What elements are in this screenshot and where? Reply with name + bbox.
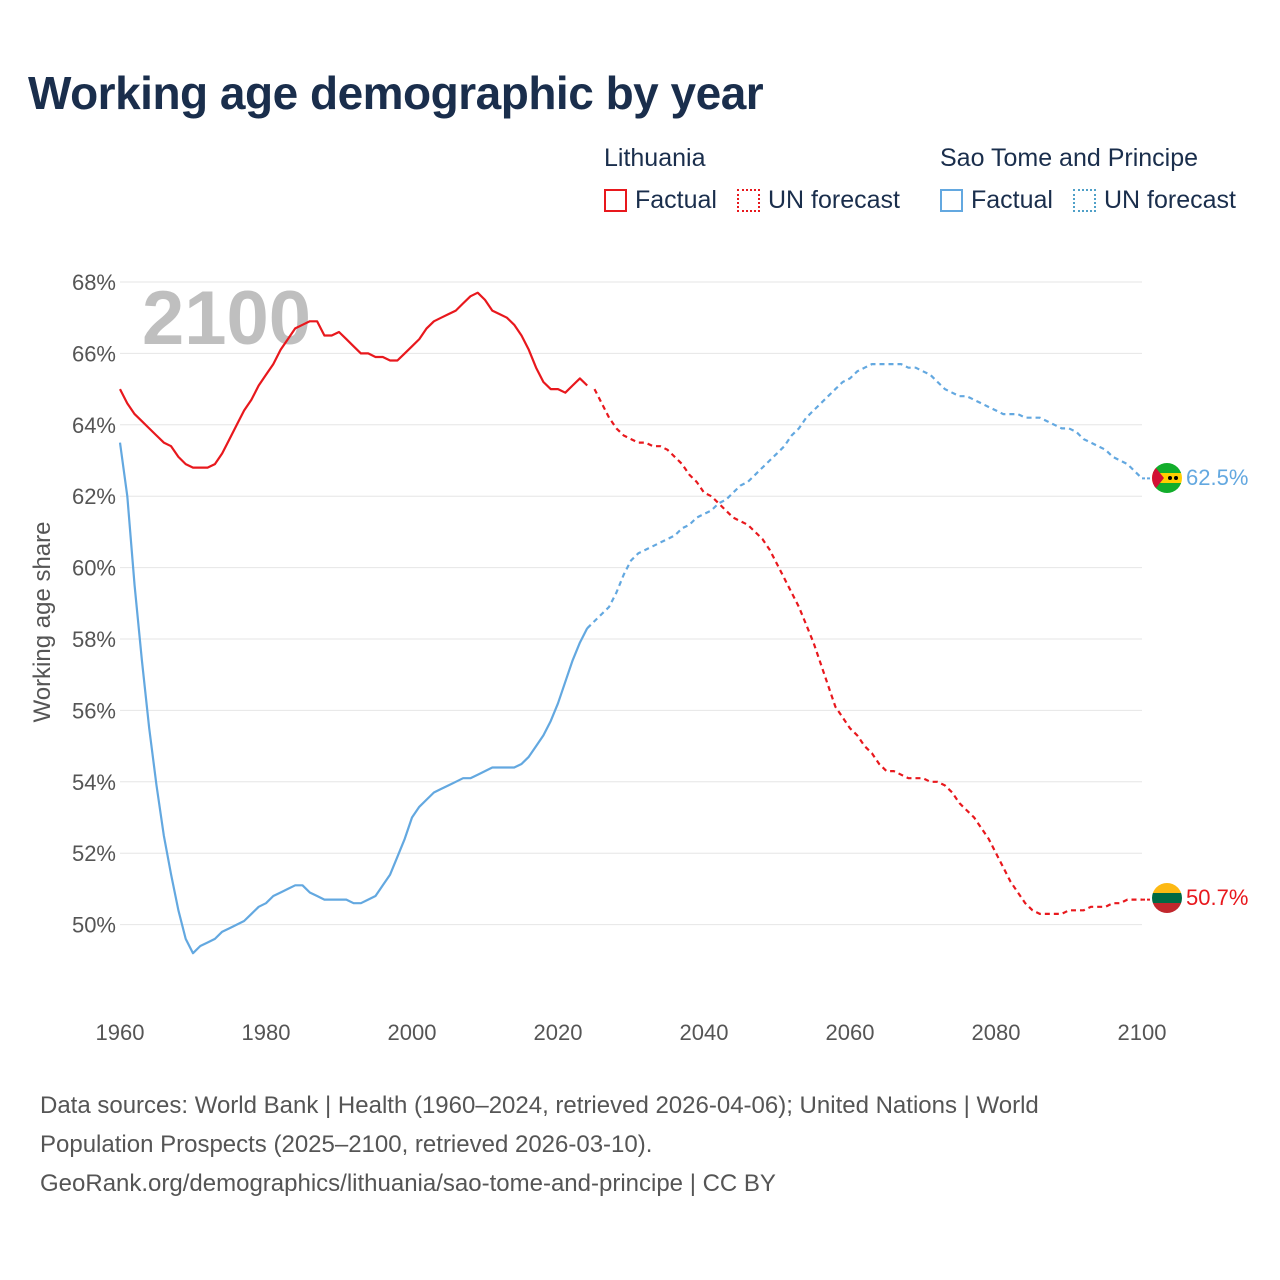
legend-label: UN forecast: [768, 185, 900, 214]
series-line-sao-tome-and-principe-forecast: [586, 363, 1143, 630]
flag-icon-lithuania: [1152, 883, 1182, 913]
legend-label: Factual: [635, 185, 717, 214]
y-axis-label: Working age share: [29, 522, 56, 723]
legend-item-sao-tome-factual[interactable]: Factual: [940, 186, 1053, 214]
flag-icon-sao-tome: [1152, 463, 1182, 493]
legend-swatch-solid: [940, 188, 963, 212]
y-tick-label-54: 54%: [72, 770, 116, 795]
x-tick-label-2040: 2040: [680, 1020, 729, 1045]
legend-swatch-dotted: [737, 188, 760, 212]
end-label-lithuania: 50.7%: [1186, 885, 1248, 910]
year-watermark: 2100: [142, 276, 311, 361]
legend-item-lithuania-forecast[interactable]: UN forecast: [737, 186, 900, 214]
chart-title: Working age demographic by year: [28, 67, 764, 119]
y-tick-label-56: 56%: [72, 698, 116, 723]
grid-lines: [120, 281, 1142, 926]
end-label-sao-tome: 62.5%: [1186, 465, 1248, 490]
sources-line-1: Data sources: World Bank | Health (1960–…: [40, 1092, 1039, 1119]
legend-title-lithuania: Lithuania: [604, 144, 706, 172]
y-axis-ticks: 50% 52% 54% 56% 58% 60% 62% 64% 66% 68%: [72, 270, 116, 938]
y-tick-label-52: 52%: [72, 841, 116, 866]
x-tick-label-2100: 2100: [1118, 1020, 1167, 1045]
legend-swatch-dotted: [1073, 188, 1096, 212]
sources-line-3: GeoRank.org/demographics/lithuania/sao-t…: [40, 1170, 776, 1197]
x-tick-label-2020: 2020: [534, 1020, 583, 1045]
y-tick-label-68: 68%: [72, 270, 116, 295]
y-tick-label-50: 50%: [72, 913, 116, 938]
x-tick-label-2060: 2060: [826, 1020, 875, 1045]
x-tick-label-2000: 2000: [388, 1020, 437, 1045]
y-tick-label-60: 60%: [72, 556, 116, 581]
sources-line-2: Population Prospects (2025–2100, retriev…: [40, 1131, 653, 1158]
legend-item-lithuania-factual[interactable]: Factual: [604, 186, 717, 214]
series-line-sao-tome-and-principe-factual: [118, 442, 589, 955]
x-tick-label-2080: 2080: [972, 1020, 1021, 1045]
y-tick-label-58: 58%: [72, 627, 116, 652]
data-sources: Data sources: World Bank | Health (1960–…: [40, 1086, 1220, 1203]
legend-title-sao-tome: Sao Tome and Principe: [940, 144, 1199, 172]
y-tick-label-64: 64%: [72, 413, 116, 438]
legend-swatch-solid: [604, 188, 627, 212]
series-line-lithuania-factual: [119, 291, 588, 469]
legend-item-sao-tome-forecast[interactable]: UN forecast: [1073, 186, 1236, 214]
x-axis-ticks: 1960 1980 2000 2020 2040 2060 2080 2100: [96, 1020, 1167, 1045]
y-tick-label-66: 66%: [72, 341, 116, 366]
line-chart: 50% 52% 54% 56% 58% 60% 62% 64% 66% 68% 1960 1980 2…: [29, 270, 1248, 1045]
series-lines: [118, 291, 1152, 955]
x-tick-label-1960: 1960: [96, 1020, 145, 1045]
legend-label: Factual: [971, 185, 1053, 214]
legend-label: UN forecast: [1104, 185, 1236, 214]
y-tick-label-62: 62%: [72, 484, 116, 509]
series-line-lithuania-forecast: [593, 388, 1142, 915]
x-tick-label-1980: 1980: [242, 1020, 291, 1045]
